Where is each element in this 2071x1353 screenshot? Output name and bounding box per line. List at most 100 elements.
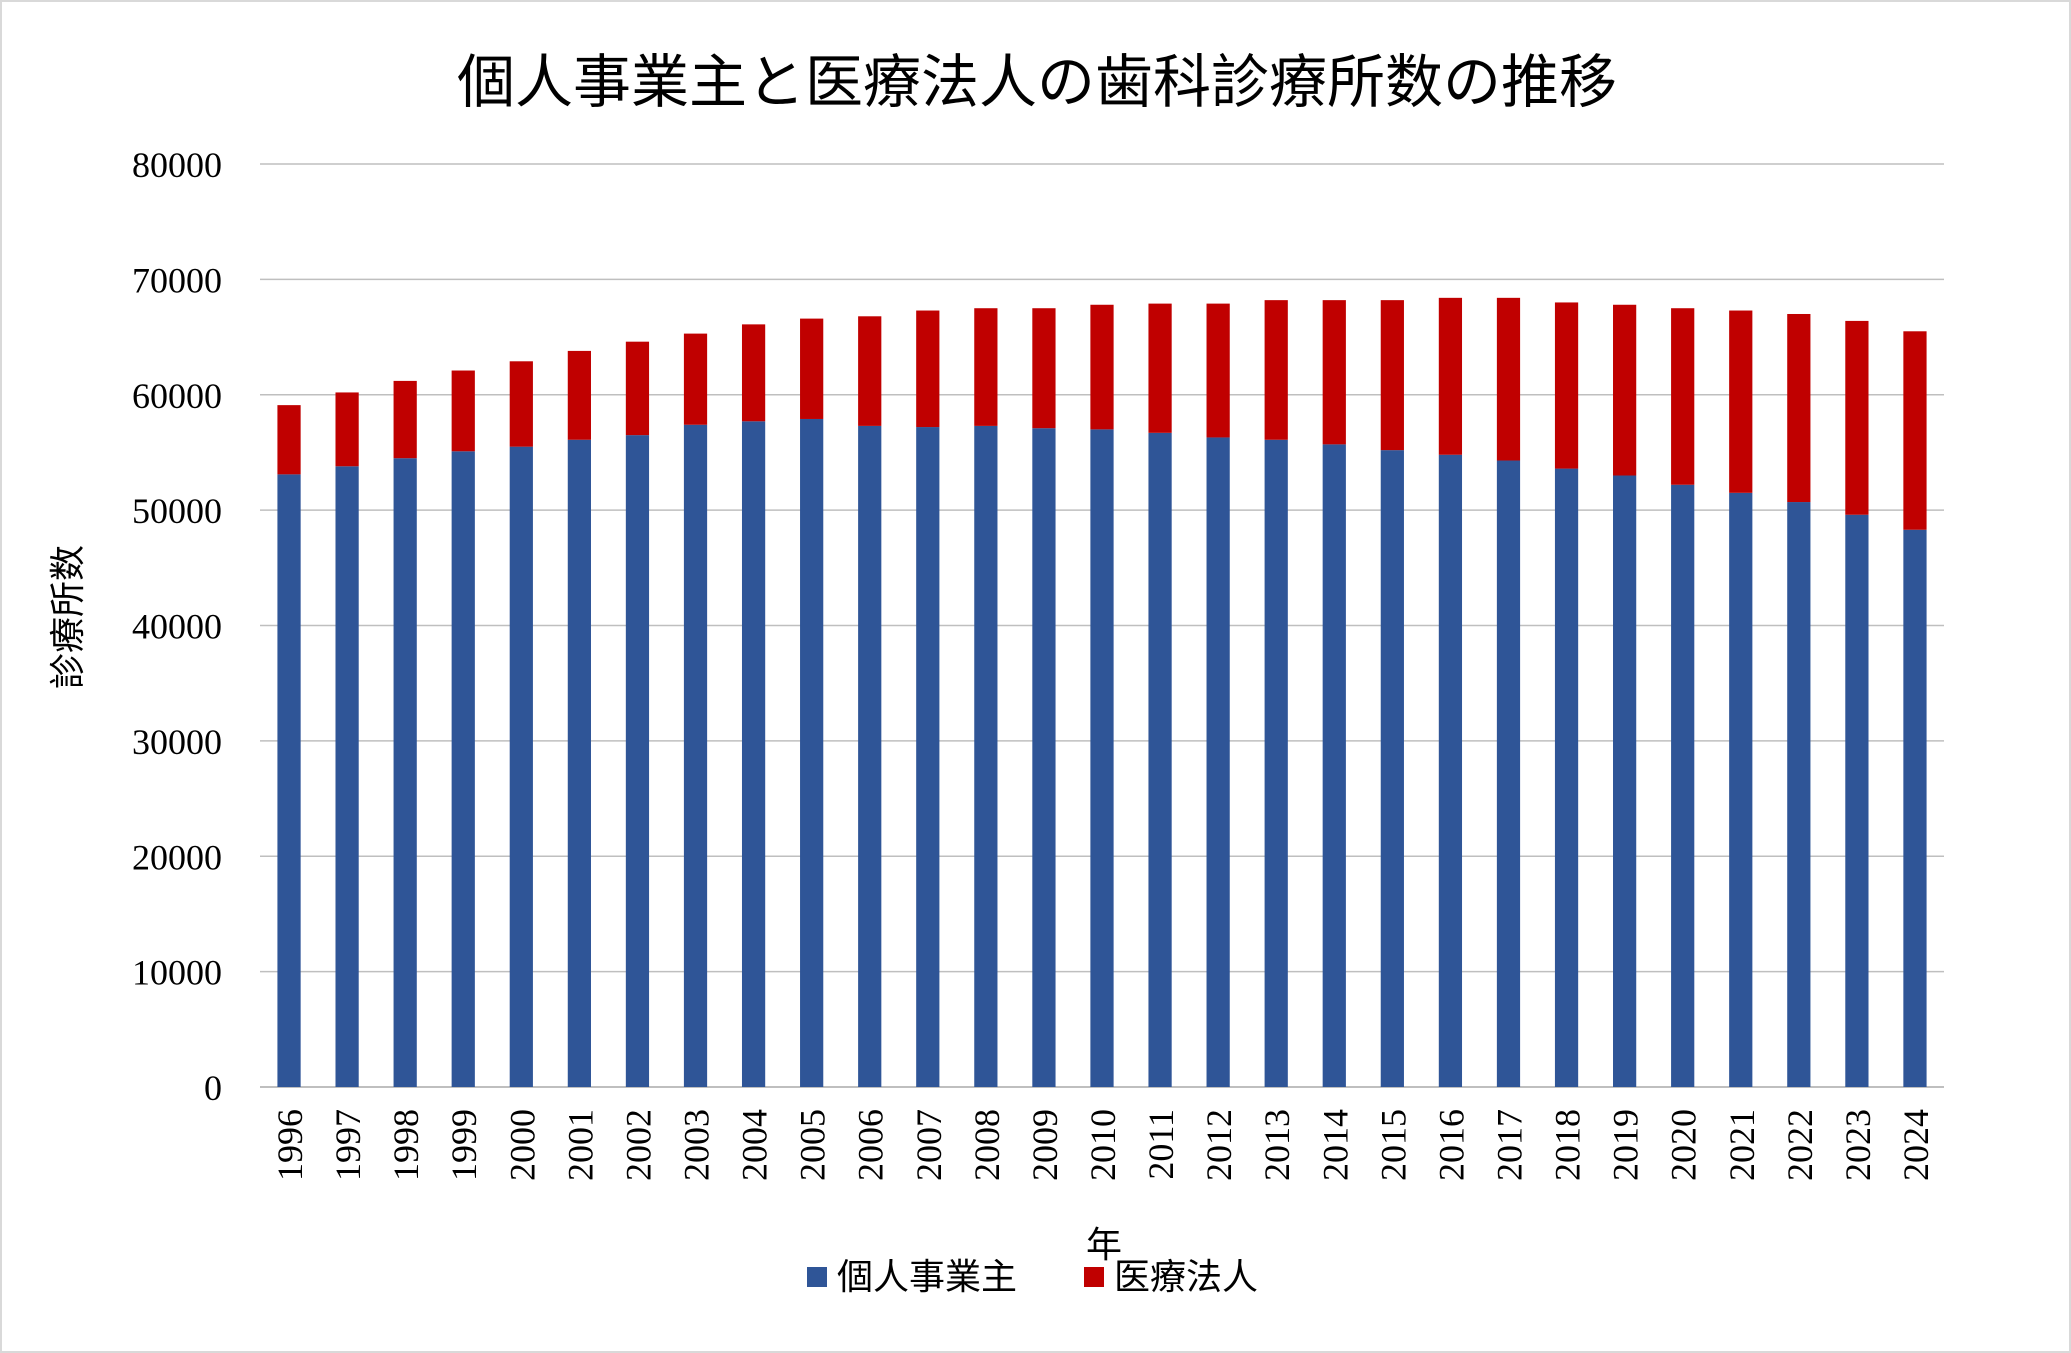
bar-medical-corporation: [277, 405, 301, 475]
bar-medical-corporation: [1206, 303, 1230, 438]
x-tick-label: 2022: [1780, 1109, 1820, 1181]
y-tick-label: 30000: [132, 722, 222, 762]
bar-medical-corporation: [1729, 310, 1753, 493]
bar-medical-corporation: [1613, 304, 1637, 476]
bar-sole-proprietor: [393, 458, 417, 1087]
bar-medical-corporation: [741, 324, 766, 422]
x-tick-label: 2009: [1025, 1109, 1065, 1181]
x-tick-label: 2019: [1606, 1109, 1646, 1181]
bar-medical-corporation: [393, 380, 417, 459]
bar-sole-proprietor: [1090, 429, 1114, 1087]
bar-medical-corporation: [1032, 308, 1056, 429]
bar-medical-corporation: [509, 361, 533, 447]
x-tick-label: 2018: [1548, 1109, 1588, 1181]
y-tick-label: 80000: [132, 145, 222, 185]
bar-sole-proprietor: [335, 466, 359, 1088]
bar-medical-corporation: [858, 316, 882, 426]
y-axis-ticks: 0 10000 20000 30000 40000 50000 60000 70000 8000…: [132, 145, 222, 1108]
bar-medical-corporation: [800, 318, 824, 419]
bar-sole-proprietor: [1264, 439, 1288, 1088]
x-tick-label: 2016: [1431, 1109, 1471, 1181]
x-tick-label: 2015: [1373, 1109, 1413, 1181]
x-tick-label: 2012: [1199, 1109, 1239, 1181]
bar-medical-corporation: [1264, 300, 1288, 440]
x-tick-label: 2020: [1664, 1109, 1704, 1181]
bar-sole-proprietor: [277, 474, 301, 1087]
bar-sole-proprietor: [451, 451, 475, 1087]
y-tick-label: 50000: [132, 491, 222, 531]
bar-sole-proprietor: [509, 446, 533, 1087]
x-tick-label: 2010: [1083, 1109, 1123, 1181]
x-tick-label: 2004: [735, 1109, 775, 1181]
legend-label: 医療法人: [1114, 1257, 1258, 1298]
x-tick-label: 2000: [502, 1109, 542, 1181]
bar-sole-proprietor: [1845, 514, 1869, 1087]
bar-medical-corporation: [1671, 308, 1695, 485]
bar-sole-proprietor: [1729, 492, 1753, 1088]
bar-sole-proprietor: [858, 425, 882, 1087]
bar-sole-proprietor: [741, 421, 766, 1087]
bar-medical-corporation: [916, 310, 940, 428]
bar-medical-corporation: [625, 341, 650, 436]
x-tick-label: 2017: [1489, 1109, 1529, 1181]
legend-entry: 個人事業主: [807, 1257, 1017, 1298]
legend-entry: 医療法人: [1084, 1257, 1258, 1298]
x-tick-label: 2024: [1896, 1109, 1936, 1181]
bar-sole-proprietor: [567, 439, 591, 1088]
chart-title: 個人事業主と医療法人の歯科診療所数の推移: [457, 48, 1617, 116]
y-tick-label: 70000: [132, 260, 222, 300]
y-tick-label: 20000: [132, 837, 222, 877]
bar-sole-proprietor: [1380, 450, 1404, 1087]
bar-medical-corporation: [1845, 320, 1869, 515]
x-axis-ticks: 1996 1997 1998 1999 2000 2001 2002 2003 2004 2005…: [270, 1109, 1936, 1181]
bar-medical-corporation: [1148, 303, 1172, 433]
bar-sole-proprietor: [916, 427, 940, 1087]
legend-swatch: [1084, 1267, 1104, 1287]
x-tick-label: 2008: [967, 1109, 1007, 1181]
x-tick-label: 2005: [793, 1109, 833, 1181]
bar-medical-corporation: [974, 308, 998, 426]
x-tick-label: 2013: [1257, 1109, 1297, 1181]
legend: 個人事業主 医療法人: [807, 1257, 1258, 1298]
bar-sole-proprietor: [683, 424, 708, 1087]
y-tick-label: 0: [204, 1068, 222, 1108]
bar-sole-proprietor: [1903, 529, 1927, 1087]
y-tick-label: 10000: [132, 953, 222, 993]
x-tick-label: 2006: [851, 1109, 891, 1181]
bar-sole-proprietor: [625, 435, 650, 1088]
bar-medical-corporation: [1322, 300, 1346, 445]
bar-series: [277, 297, 1927, 1088]
x-tick-label: 2021: [1722, 1109, 1762, 1181]
bar-medical-corporation: [451, 370, 475, 452]
bar-medical-corporation: [1903, 331, 1927, 530]
bar-sole-proprietor: [1496, 460, 1521, 1087]
bar-sole-proprietor: [1787, 502, 1811, 1088]
bar-sole-proprietor: [1554, 468, 1579, 1088]
bar-sole-proprietor: [1206, 437, 1230, 1088]
bar-sole-proprietor: [1148, 432, 1172, 1088]
y-tick-label: 60000: [132, 376, 222, 416]
legend-swatch: [807, 1267, 827, 1287]
bar-sole-proprietor: [800, 418, 824, 1087]
legend-label: 個人事業主: [837, 1257, 1017, 1298]
x-tick-label: 2002: [618, 1109, 658, 1181]
x-axis-label: 年: [1086, 1225, 1122, 1266]
bar-sole-proprietor: [1032, 428, 1056, 1087]
bar-medical-corporation: [1380, 300, 1404, 451]
x-tick-label: 2011: [1141, 1109, 1181, 1180]
x-tick-label: 2007: [909, 1109, 949, 1181]
bar-medical-corporation: [335, 392, 359, 467]
x-tick-label: 1999: [444, 1109, 484, 1181]
bar-sole-proprietor: [974, 425, 998, 1087]
bar-medical-corporation: [1496, 297, 1521, 461]
x-tick-label: 2014: [1315, 1109, 1355, 1181]
x-tick-label: 1998: [386, 1109, 426, 1181]
bar-medical-corporation: [1438, 297, 1463, 455]
bar-medical-corporation: [567, 350, 591, 440]
bar-sole-proprietor: [1613, 475, 1637, 1087]
y-tick-label: 40000: [132, 607, 222, 647]
bar-medical-corporation: [1787, 313, 1811, 503]
x-tick-label: 1996: [270, 1109, 310, 1181]
